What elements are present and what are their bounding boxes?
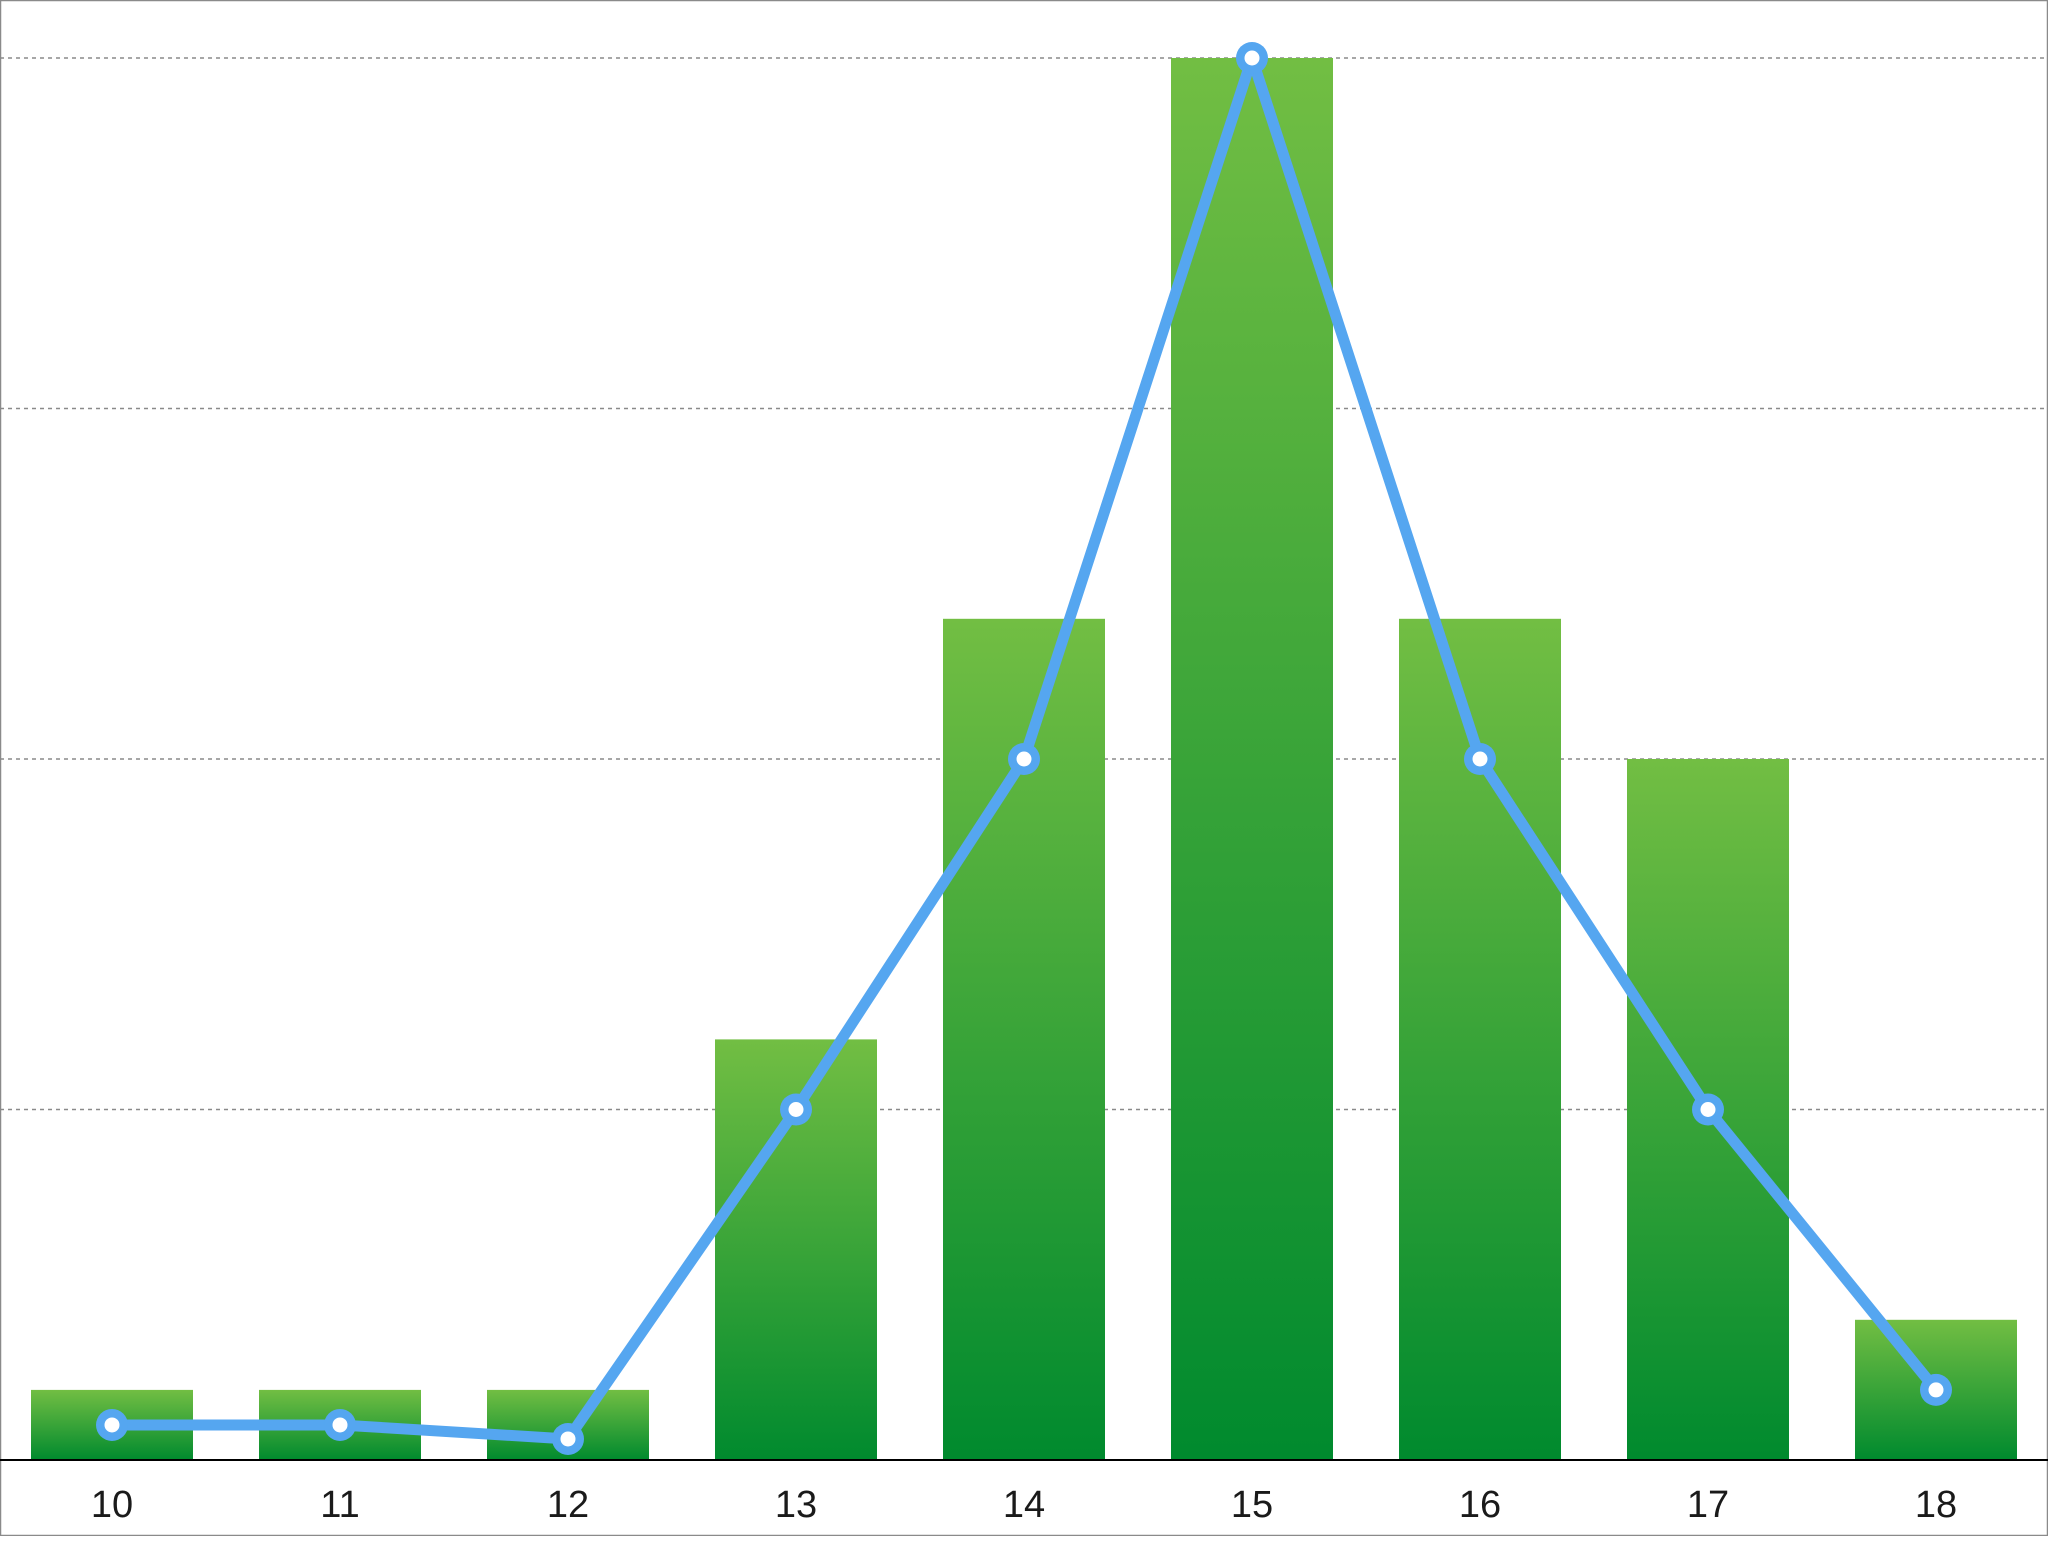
x-tick-label: 10: [91, 1484, 133, 1526]
x-tick-labels: 10 11 12 13 14 15 16 17 18: [91, 1484, 1957, 1526]
x-tick-label: 17: [1687, 1484, 1729, 1526]
x-tick-label: 18: [1915, 1484, 1957, 1526]
line-point-center: [788, 1102, 804, 1117]
x-tick-label: 13: [775, 1484, 817, 1526]
x-tick-label: 11: [320, 1484, 359, 1526]
x-tick-label: 16: [1459, 1484, 1501, 1526]
line-point-center: [1016, 751, 1032, 767]
line-series: [96, 42, 1952, 1455]
bar: [1171, 58, 1333, 1460]
line-point-center: [1700, 1102, 1716, 1117]
line-point-center: [1928, 1382, 1944, 1398]
line-point-center: [560, 1431, 576, 1447]
x-tick-label: 15: [1231, 1484, 1273, 1526]
line-point-center: [1472, 751, 1488, 767]
x-tick-label: 12: [547, 1484, 589, 1526]
x-tick-label: 14: [1003, 1484, 1045, 1526]
bar-series: [31, 58, 2017, 1460]
line-point-center: [332, 1417, 348, 1433]
line-point-center: [1244, 50, 1260, 66]
line-point-center: [104, 1417, 120, 1433]
